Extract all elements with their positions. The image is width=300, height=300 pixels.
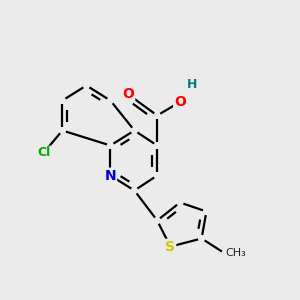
Text: N: N — [105, 169, 116, 182]
Text: O: O — [174, 95, 186, 109]
Text: S: S — [165, 240, 176, 254]
Text: CH₃: CH₃ — [225, 248, 246, 259]
Text: H: H — [187, 77, 197, 91]
Text: Cl: Cl — [37, 146, 50, 160]
Text: O: O — [122, 88, 134, 101]
